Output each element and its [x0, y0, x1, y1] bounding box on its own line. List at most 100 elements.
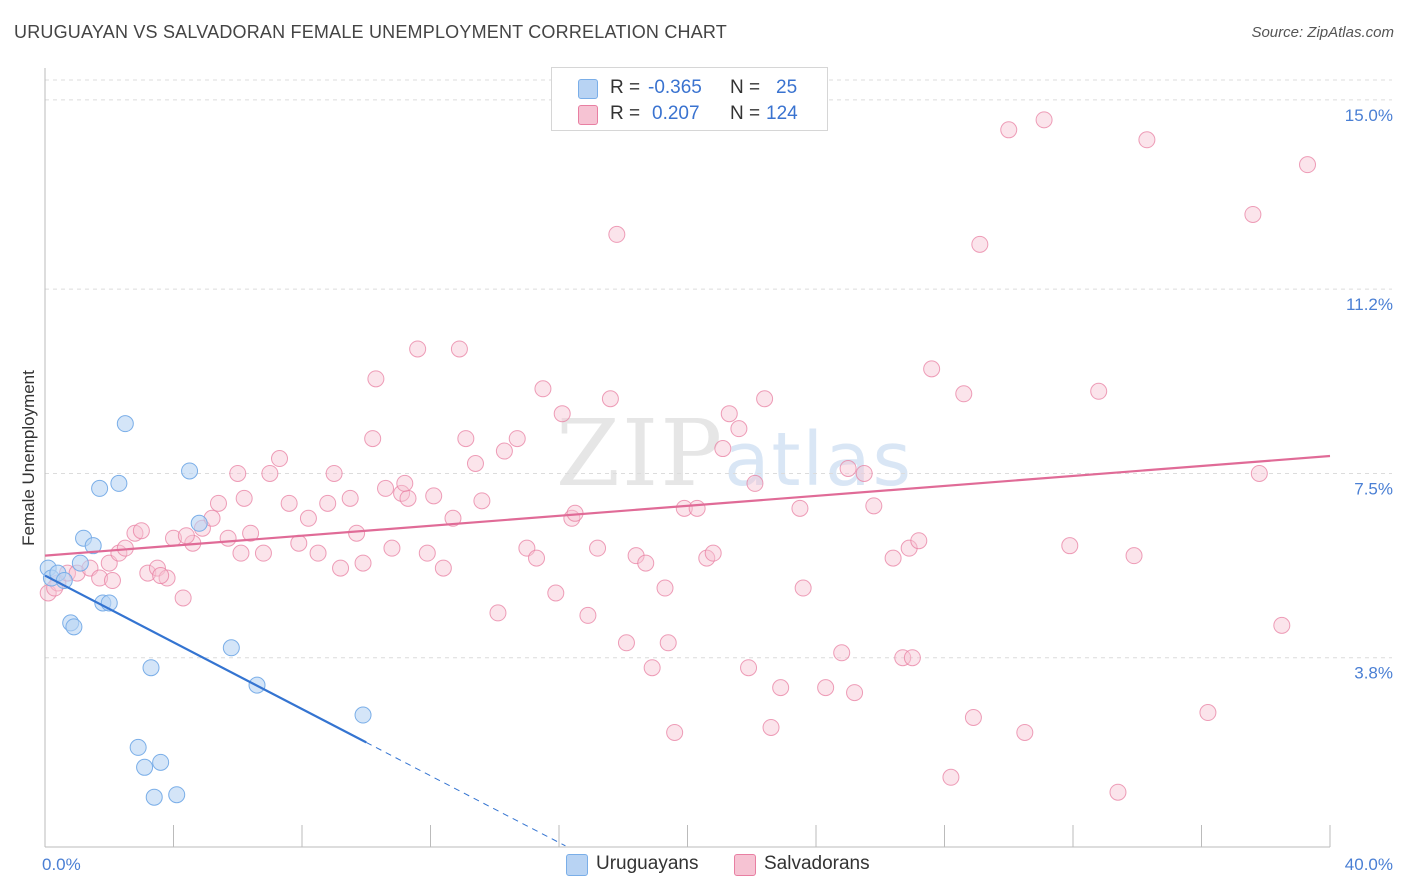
- salvadoran-point: [704, 544, 722, 562]
- salvadoran-point: [219, 529, 237, 547]
- salvadoran-point: [528, 549, 546, 567]
- uruguayan-point: [129, 738, 147, 756]
- salvadoran-point: [910, 532, 928, 550]
- legend-n-label: N =: [730, 77, 761, 98]
- salvadoran-point: [466, 455, 484, 472]
- uruguayan-point: [181, 462, 199, 480]
- salvadoran-point: [617, 634, 635, 652]
- uruguayans-trend-extension: [366, 741, 566, 847]
- legend-swatch-salvadorans: [578, 105, 598, 125]
- uruguayan-point: [168, 786, 186, 804]
- uruguayan-point: [142, 659, 160, 677]
- salvadoran-point: [299, 509, 317, 527]
- salvadoran-point: [457, 430, 475, 448]
- salvadoran-point: [425, 487, 443, 505]
- salvadoran-point: [1250, 464, 1268, 482]
- salvadoran-point: [971, 235, 989, 253]
- legend-r-label: R =: [610, 103, 641, 124]
- salvadoran-point: [354, 554, 372, 572]
- salvadoran-point: [434, 559, 452, 577]
- salvadoran-point: [409, 340, 427, 358]
- uruguayans-points: [39, 415, 372, 806]
- x-tick-label-max: 40.0%: [1345, 855, 1393, 874]
- legend-r-label: R =: [610, 77, 641, 98]
- salvadoran-point: [254, 544, 272, 562]
- salvadoran-point: [1273, 616, 1291, 634]
- salvadoran-point: [103, 572, 121, 590]
- uruguayan-point: [136, 758, 154, 776]
- salvadoran-point: [846, 684, 864, 702]
- salvadoran-point: [473, 492, 491, 510]
- salvadoran-point: [508, 430, 526, 448]
- salvadoran-point: [209, 494, 227, 512]
- salvadoran-point: [1138, 131, 1156, 149]
- salvadoran-point: [534, 380, 552, 398]
- salvadoran-point: [579, 606, 597, 624]
- uruguayan-point: [190, 514, 208, 532]
- salvadoran-point: [942, 768, 960, 786]
- salvadoran-point: [341, 489, 359, 507]
- uruguayans-trend-line: [44, 574, 367, 744]
- correlation-legend: R = -0.365 N = 25 R = 0.207 N = 124: [551, 67, 828, 131]
- legend-row-uruguayans: R = -0.365 N = 25: [552, 75, 827, 103]
- salvadoran-point: [364, 430, 382, 448]
- salvadorans-trend-line: [44, 454, 1331, 557]
- salvadoran-point: [955, 385, 973, 403]
- uruguayan-point: [222, 639, 240, 657]
- salvadoran-point: [688, 499, 706, 517]
- salvadoran-point: [396, 474, 414, 492]
- y-tick-label: 15.0%: [1345, 106, 1393, 125]
- bottom-legend-swatch-salvadorans: [734, 854, 756, 876]
- grid-lines: [45, 79, 1392, 659]
- axes: [44, 68, 1331, 848]
- salvadoran-point: [261, 464, 279, 482]
- salvadoran-point: [740, 659, 758, 677]
- salvadorans-points: [39, 111, 1317, 801]
- uruguayan-point: [152, 753, 170, 771]
- salvadoran-point: [232, 544, 250, 562]
- salvadoran-point: [884, 549, 902, 567]
- legend-r-value: -0.365: [648, 77, 702, 98]
- salvadoran-point: [280, 494, 298, 512]
- salvadoran-point: [833, 644, 851, 662]
- salvadoran-point: [547, 584, 565, 602]
- salvadoran-point: [1244, 205, 1262, 223]
- salvadoran-point: [309, 544, 327, 562]
- salvadoran-point: [675, 499, 693, 517]
- salvadoran-point: [418, 544, 436, 562]
- salvadoran-point: [865, 497, 883, 515]
- legend-n-value: 25: [776, 77, 798, 98]
- salvadoran-point: [229, 464, 247, 482]
- salvadoran-point: [643, 659, 661, 677]
- y-tick-label: 3.8%: [1354, 664, 1393, 683]
- salvadoran-point: [1125, 547, 1143, 565]
- chart-title: URUGUAYAN VS SALVADORAN FEMALE UNEMPLOYM…: [14, 22, 727, 42]
- salvadoran-point: [367, 370, 385, 388]
- salvadoran-point: [730, 420, 748, 438]
- salvadoran-point: [1035, 111, 1053, 129]
- salvadoran-point: [903, 649, 921, 667]
- salvadoran-point: [1016, 723, 1034, 741]
- salvadoran-point: [489, 604, 507, 622]
- salvadoran-point: [495, 442, 513, 460]
- salvadoran-point: [923, 360, 941, 378]
- salvadoran-point: [1199, 704, 1217, 722]
- legend-n-value: 124: [766, 103, 798, 124]
- legend-n-label: N =: [730, 103, 761, 124]
- salvadoran-point: [659, 634, 677, 652]
- salvadoran-point: [290, 534, 308, 552]
- salvadoran-point: [450, 340, 468, 358]
- axis-labels: 3.8% 7.5% 11.2% 15.0% 0.0% 40.0% Female Unempl…: [19, 106, 1393, 874]
- salvadoran-point: [855, 464, 873, 482]
- uruguayan-point: [354, 706, 372, 724]
- salvadoran-point: [132, 522, 150, 540]
- salvadoran-point: [383, 539, 401, 557]
- salvadoran-point: [377, 479, 395, 497]
- chart-source: Source: ZipAtlas.com: [1251, 24, 1394, 41]
- salvadoran-point: [637, 554, 655, 572]
- salvadoran-point: [601, 390, 619, 408]
- salvadoran-point: [1061, 537, 1079, 555]
- salvadoran-point: [348, 524, 366, 542]
- salvadoran-point: [242, 524, 260, 542]
- salvadoran-point: [271, 450, 289, 468]
